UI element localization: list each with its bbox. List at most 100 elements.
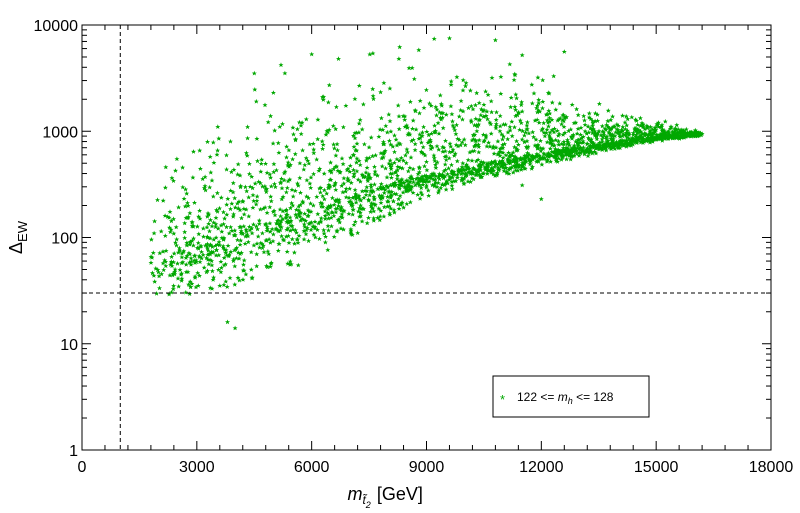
- scatter-point: [434, 159, 440, 165]
- scatter-point: [343, 194, 349, 200]
- scatter-point: [287, 262, 293, 267]
- scatter-point: [182, 229, 188, 235]
- scatter-point: [488, 98, 494, 104]
- scatter-point: [488, 131, 494, 136]
- scatter-point: [232, 282, 238, 287]
- scatter-point: [272, 181, 277, 187]
- scatter-point: [268, 261, 274, 266]
- scatter-point: [318, 185, 324, 190]
- scatter-point: [211, 160, 217, 165]
- scatter-point: [333, 206, 339, 211]
- scatter-point: [590, 126, 596, 132]
- scatter-point: [449, 179, 455, 184]
- scatter-point: [500, 136, 505, 142]
- scatter-point: [286, 220, 291, 225]
- scatter-point: [540, 77, 546, 83]
- scatter-point: [410, 118, 416, 123]
- scatter-point: [335, 147, 340, 153]
- scatter-point: [485, 92, 491, 97]
- scatter-point: [162, 185, 168, 190]
- scatter-point: [575, 141, 581, 147]
- scatter-point: [331, 145, 337, 151]
- scatter-point: [600, 129, 606, 134]
- scatter-point: [409, 138, 415, 144]
- scatter-point: [278, 213, 284, 219]
- scatter-point: [251, 222, 256, 227]
- scatter-point: [213, 243, 218, 248]
- scatter-point: [547, 146, 553, 151]
- scatter-point: [638, 139, 644, 144]
- scatter-point: [426, 193, 432, 198]
- scatter-point: [452, 151, 458, 156]
- x-axis-label: mt̃2[GeV]: [347, 484, 422, 510]
- scatter-point: [364, 184, 370, 190]
- scatter-point: [205, 252, 211, 257]
- scatter-point: [622, 119, 628, 125]
- scatter-point: [284, 249, 290, 254]
- scatter-point: [334, 141, 340, 147]
- scatter-point: [175, 261, 180, 266]
- scatter-point: [375, 186, 381, 192]
- scatter-point: [241, 257, 247, 263]
- scatter-point: [301, 166, 307, 172]
- scatter-point: [235, 250, 241, 255]
- scatter-point: [397, 193, 403, 199]
- scatter-point: [280, 236, 286, 242]
- scatter-point: [176, 283, 182, 289]
- scatter-point: [381, 149, 387, 155]
- scatter-point: [224, 212, 230, 217]
- scatter-point: [211, 275, 217, 280]
- scatter-point: [337, 219, 343, 225]
- scatter-point: [604, 139, 610, 145]
- scatter-point: [495, 151, 501, 157]
- scatter-point: [561, 49, 567, 54]
- scatter-point: [639, 134, 645, 140]
- scatter-point: [471, 176, 477, 182]
- scatter-point: [610, 138, 616, 143]
- scatter-point: [469, 137, 475, 143]
- scatter-point: [288, 162, 293, 167]
- scatter-point: [183, 289, 189, 295]
- scatter-point: [381, 139, 386, 145]
- scatter-point: [225, 319, 230, 325]
- scatter-point: [365, 178, 371, 184]
- scatter-point: [571, 143, 577, 148]
- scatter-point: [208, 217, 213, 223]
- scatter-point: [358, 213, 364, 219]
- scatter-point: [351, 222, 357, 227]
- scatter-point: [346, 199, 352, 204]
- scatter-point: [599, 147, 605, 152]
- scatter-point: [458, 107, 464, 113]
- scatter-point: [635, 130, 641, 135]
- scatter-point: [625, 116, 631, 122]
- scatter-point: [407, 187, 413, 192]
- scatter-point: [407, 179, 413, 185]
- scatter-point: [439, 182, 445, 187]
- scatter-point: [658, 136, 664, 142]
- scatter-point: [460, 116, 465, 122]
- scatter-point: [393, 191, 399, 197]
- scatter-point: [348, 202, 354, 208]
- scatter-point: [696, 132, 702, 138]
- scatter-point: [476, 100, 482, 106]
- scatter-point: [497, 123, 503, 129]
- scatter-point: [477, 174, 483, 180]
- scatter-point: [393, 137, 399, 142]
- scatter-point: [417, 165, 422, 171]
- scatter-point: [225, 196, 231, 201]
- scatter-point: [507, 158, 513, 163]
- scatter-point: [531, 90, 537, 96]
- scatter-point: [307, 220, 313, 226]
- scatter-point: [451, 153, 457, 158]
- scatter-point: [551, 73, 557, 79]
- scatter-point: [623, 138, 629, 144]
- scatter-point: [378, 89, 384, 95]
- scatter-point: [431, 171, 437, 176]
- scatter-point: [544, 139, 550, 145]
- scatter-point: [428, 143, 434, 148]
- scatter-point: [394, 142, 400, 148]
- scatter-point: [395, 102, 401, 108]
- scatter-point: [412, 147, 418, 153]
- scatter-point: [318, 218, 324, 224]
- scatter-point: [459, 139, 465, 145]
